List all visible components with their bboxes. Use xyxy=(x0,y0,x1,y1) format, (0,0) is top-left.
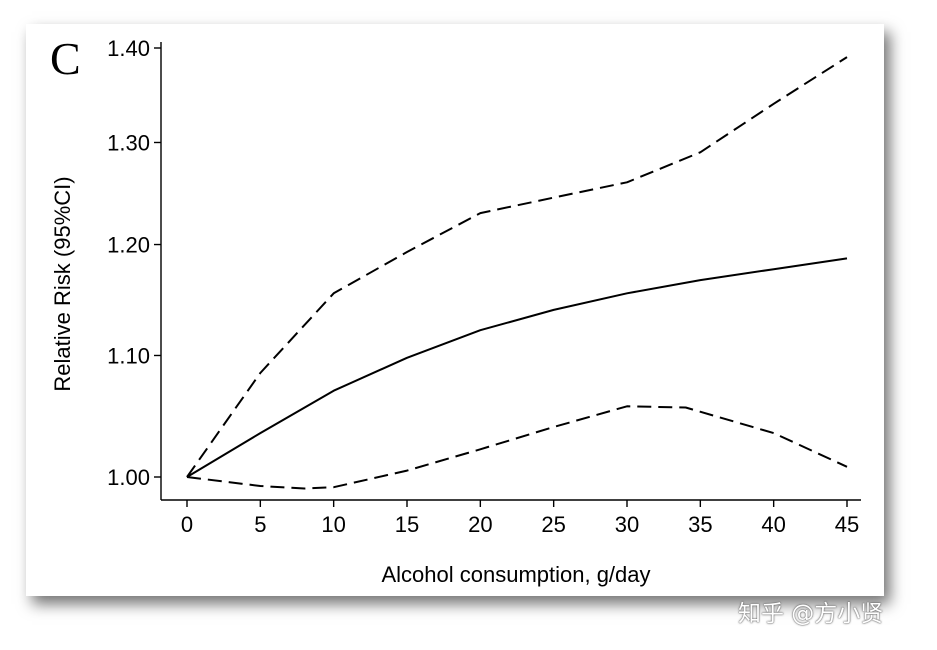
panel-label: C xyxy=(50,33,81,84)
x-tick-label: 5 xyxy=(254,512,266,537)
x-tick-label: 40 xyxy=(761,512,785,537)
chart-card: C Alcohol consumption, g/day Relative Ri… xyxy=(26,24,884,596)
chart-svg: C Alcohol consumption, g/day Relative Ri… xyxy=(50,33,861,587)
series-line-lower-ci xyxy=(186,405,848,490)
x-tick-label: 45 xyxy=(835,512,859,537)
x-tick-label: 15 xyxy=(395,512,419,537)
y-tick-label: 1.10 xyxy=(107,343,150,368)
x-tick-label: 20 xyxy=(468,512,492,537)
y-tick-label: 1.00 xyxy=(107,465,150,490)
x-tick-label: 30 xyxy=(615,512,639,537)
x-tick-label: 10 xyxy=(321,512,345,537)
x-tick-label: 35 xyxy=(688,512,712,537)
series-lines xyxy=(186,56,848,490)
x-tick-label: 0 xyxy=(181,512,193,537)
series-line-estimate xyxy=(186,257,848,478)
series-line-upper-ci xyxy=(186,56,848,478)
x-axis-title: Alcohol consumption, g/day xyxy=(381,562,650,587)
watermark: 知乎 @方小贤 xyxy=(738,601,884,627)
y-tick-label: 1.30 xyxy=(107,130,150,155)
y-tick-label: 1.40 xyxy=(107,36,150,61)
x-tick-label: 25 xyxy=(541,512,565,537)
axes: 1.00 1.10 1.20 1.30 1.40 0 5 10 15 20 25 30 35 40 45 xyxy=(107,36,861,537)
y-axis-title: Relative Risk (95%CI) xyxy=(50,176,75,391)
y-tick-label: 1.20 xyxy=(107,233,150,258)
